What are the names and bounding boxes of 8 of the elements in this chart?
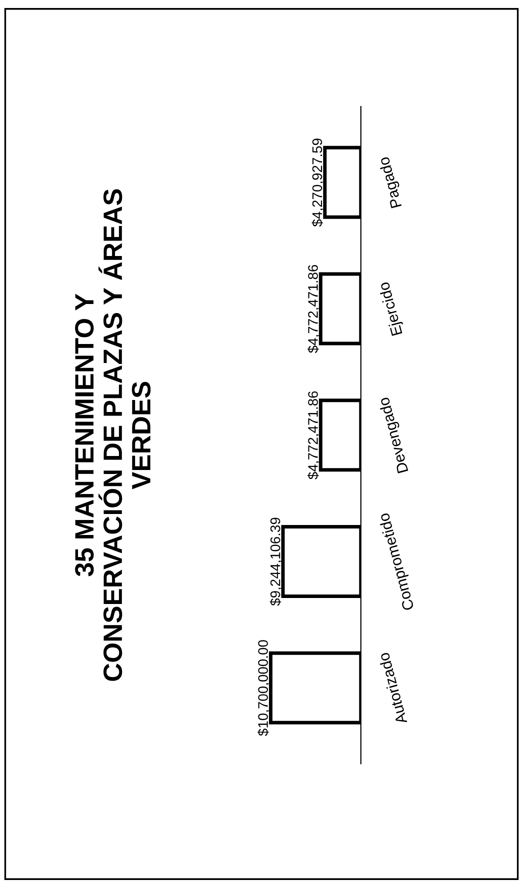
data-label: $4,772,471.86 (307, 391, 320, 480)
data-label: $4,772,471.86 (307, 264, 320, 354)
data-label: $9,244,106.39 (270, 518, 282, 606)
y-tick-label: Ejercido (378, 280, 406, 336)
data-label: $4,270,927.59 (312, 138, 324, 227)
data-label: $10,700,000.00 (258, 640, 270, 736)
y-tick-label: Pagado (378, 156, 405, 208)
text: 35 MANTENIMIENTO Y CONSERVACIÓN DE PLAZAS Y ÁREAS VERDES (75, 189, 151, 681)
